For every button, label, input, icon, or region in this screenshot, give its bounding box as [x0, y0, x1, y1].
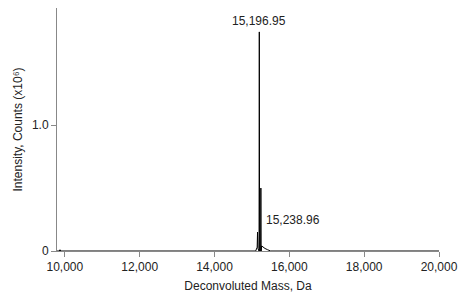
- svg-text:20,000: 20,000: [421, 260, 458, 274]
- svg-text:Intensity, Counts (x10⁶): Intensity, Counts (x10⁶): [11, 67, 25, 191]
- svg-text:0: 0: [42, 244, 49, 258]
- svg-text:1.0: 1.0: [32, 118, 49, 132]
- svg-text:15,196.95: 15,196.95: [232, 14, 286, 28]
- svg-text:Deconvoluted Mass, Da: Deconvoluted Mass, Da: [184, 279, 312, 293]
- svg-text:15,238.96: 15,238.96: [266, 213, 320, 227]
- svg-text:18,000: 18,000: [346, 260, 383, 274]
- svg-text:12,000: 12,000: [121, 260, 158, 274]
- svg-text:14,000: 14,000: [196, 260, 233, 274]
- svg-text:16,000: 16,000: [271, 260, 308, 274]
- svg-text:10,000: 10,000: [47, 260, 84, 274]
